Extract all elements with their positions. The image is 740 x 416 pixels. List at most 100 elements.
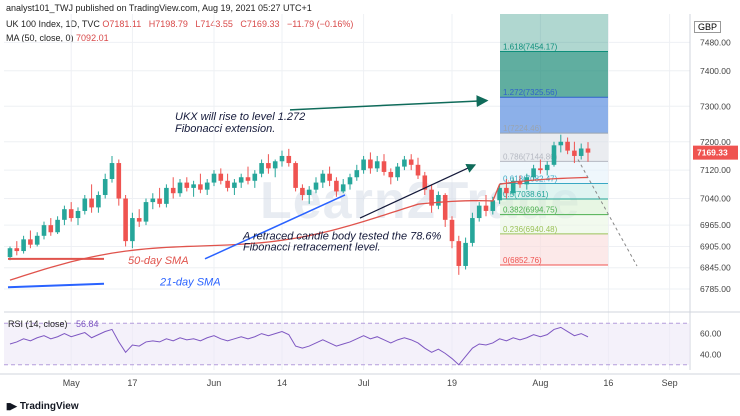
fib-zone: [500, 233, 608, 265]
candle-body: [75, 210, 81, 219]
candle-body: [238, 177, 244, 183]
last-price-value: 7169.33: [697, 148, 728, 158]
tradingview-logo-icon: ▮▶: [6, 401, 17, 411]
fib-level-label: 0(6852.76): [503, 256, 542, 265]
candle-body: [225, 180, 230, 188]
candle-body: [170, 187, 176, 194]
candle-body: [463, 242, 468, 266]
annotation-retracement-line2: Fibonacci retracement level.: [243, 242, 381, 254]
candle-body: [41, 225, 47, 236]
candle-body: [218, 173, 224, 181]
ma50-line: [9, 176, 589, 281]
candle-body: [177, 182, 183, 194]
candle-body: [21, 239, 26, 252]
sma50-label: 50-day SMA: [128, 255, 189, 267]
candle-body: [368, 159, 373, 169]
candle-body: [334, 180, 339, 192]
candle-body: [402, 159, 407, 167]
candle-body: [565, 141, 570, 151]
candle-body: [442, 194, 448, 220]
candle-body: [184, 182, 190, 188]
candle-body: [28, 239, 33, 245]
candle-body: [109, 163, 115, 180]
candle-body: [408, 159, 414, 165]
rsi-line: [9, 326, 589, 366]
y-tick-label: 7300.00: [700, 101, 731, 111]
candle-body: [293, 163, 298, 188]
fib-zone: [500, 214, 608, 234]
fib-zone: [500, 199, 608, 215]
fib-level-label: 1.272(7325.56): [503, 88, 558, 97]
candle-body: [286, 155, 292, 164]
x-tick-label: Aug: [532, 378, 548, 388]
candle-body: [102, 179, 108, 195]
x-tick-label: Jun: [207, 378, 222, 388]
candle-body: [510, 180, 516, 194]
candle-body: [82, 198, 88, 211]
candle-body: [7, 248, 13, 258]
candle-body: [266, 163, 271, 169]
fib-level-label: 0.382(6994.75): [503, 206, 558, 215]
candle-body: [415, 164, 421, 176]
candle-body: [232, 182, 237, 188]
ma-value: 7092.01: [76, 33, 109, 43]
candle-body: [150, 198, 156, 203]
annotation-extension-line2: Fibonacci extension.: [175, 123, 275, 135]
change-value: −11.79 (−0.16%): [286, 19, 354, 29]
candle-body: [48, 225, 54, 233]
candle-body: [130, 218, 135, 242]
candle-body: [136, 218, 142, 222]
candle-body: [306, 189, 312, 195]
candle-body: [123, 198, 128, 242]
candle-body: [320, 173, 326, 183]
candle-body: [395, 166, 400, 178]
annotation-extension-line1: UKX will rise to level 1.272: [175, 111, 305, 123]
arrow-extension: [289, 95, 489, 111]
y-tick-label: 7480.00: [700, 37, 731, 47]
candle-body: [470, 218, 475, 243]
candle-body: [89, 198, 94, 208]
projection-line: [577, 159, 638, 267]
candle-body: [198, 184, 203, 190]
candle-body: [497, 187, 502, 201]
fib-level-label: 0.618(7082.47): [503, 174, 558, 183]
candle-body: [191, 184, 196, 188]
candle-body: [279, 155, 285, 162]
fib-level-label: 0.5(7038.61): [503, 190, 549, 199]
candle-body: [327, 173, 332, 181]
candle-body: [347, 177, 353, 185]
fib-level-label: 0.236(6940.48): [503, 225, 558, 234]
candle-body: [361, 159, 366, 171]
x-tick-label: 14: [277, 378, 287, 388]
candle-body: [517, 180, 523, 185]
tradingview-logo[interactable]: ▮▶ TradingView: [6, 401, 79, 412]
candle-body: [578, 148, 584, 156]
rsi-value: 56.84: [76, 319, 99, 329]
x-tick-label: Sep: [662, 378, 678, 388]
y-tick-label: 7200.00: [700, 137, 731, 147]
candle-body: [252, 173, 258, 181]
candle-body: [436, 194, 441, 206]
close-value: C7169.33: [240, 19, 280, 29]
candle-body: [34, 235, 40, 245]
tradingview-logo-text: TradingView: [19, 401, 79, 412]
y-tick-label: 6845.00: [700, 263, 731, 273]
y-tick-label: 7040.00: [700, 194, 731, 204]
candle-body: [300, 187, 305, 195]
ma-legend[interactable]: MA (50, close, 0) 7092.01: [6, 33, 109, 43]
y-tick-label: 6965.00: [700, 220, 731, 230]
candle-body: [143, 202, 149, 222]
candle-body: [490, 200, 496, 211]
x-tick-label: May: [63, 378, 81, 388]
open-value: O7181.11: [102, 19, 142, 29]
candle-body: [14, 248, 20, 252]
candle-body: [272, 161, 278, 169]
candle-body: [62, 209, 67, 220]
candle-body: [211, 173, 217, 183]
candle-body: [531, 168, 536, 178]
fib-zone: [500, 97, 608, 134]
candle-body: [374, 161, 380, 169]
candle-body: [483, 205, 489, 211]
candle-body: [68, 209, 74, 219]
